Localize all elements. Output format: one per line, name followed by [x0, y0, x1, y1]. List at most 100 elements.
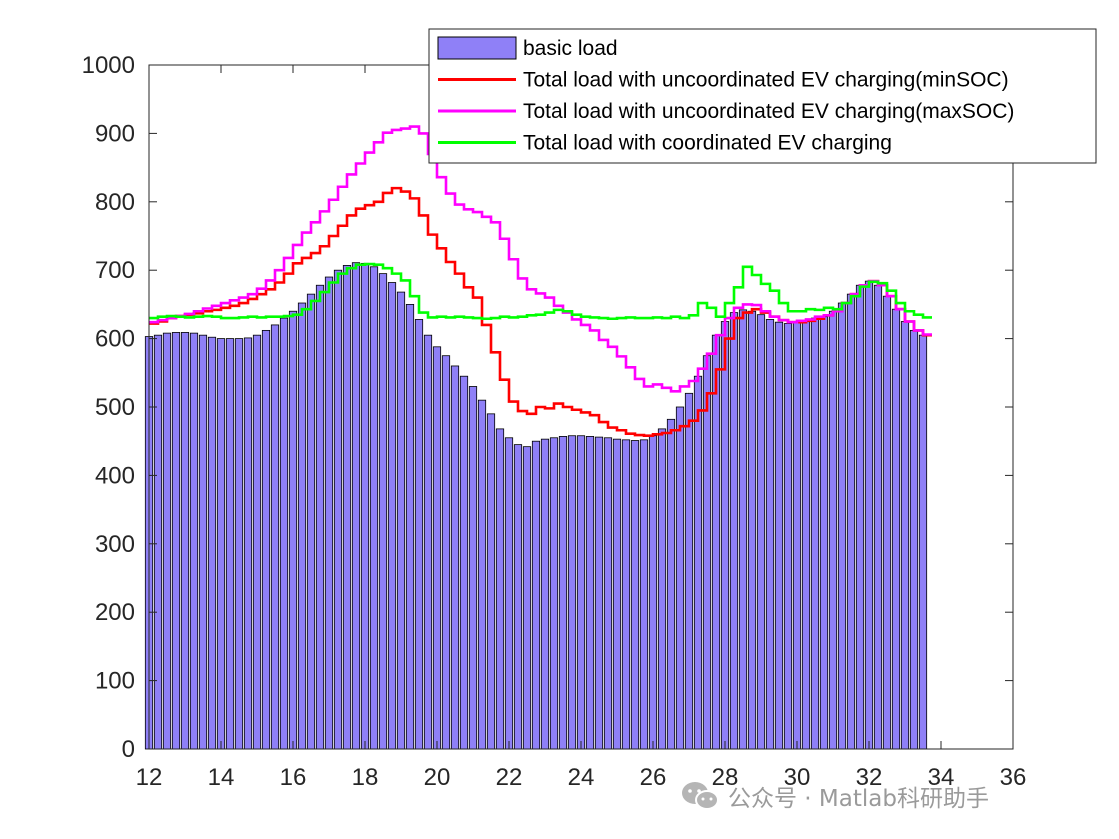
- basic-load-bar: [828, 310, 838, 750]
- basic-load-bar: [234, 338, 244, 750]
- basic-load-bar: [810, 317, 820, 750]
- basic-load-bar: [396, 291, 406, 750]
- basic-load-bar: [873, 284, 883, 750]
- basic-load-bar: [882, 295, 892, 750]
- basic-load-bar: [909, 329, 919, 750]
- basic-load-bar: [153, 334, 163, 750]
- legend-label: Total load with uncoordinated EV chargin…: [523, 69, 1009, 92]
- basic-load-bar: [468, 386, 478, 750]
- y-tick-label: 600: [95, 326, 135, 353]
- coordinated-line: [149, 262, 932, 321]
- basic-load-bar: [675, 406, 685, 750]
- basic-load-bar: [666, 418, 676, 750]
- x-tick-label: 18: [352, 764, 379, 791]
- basic-load-bar: [270, 324, 280, 750]
- basic-load-bar: [720, 321, 730, 750]
- y-tick-label: 0: [122, 736, 135, 763]
- basic-load-bar: [306, 293, 316, 750]
- basic-load-bar: [441, 355, 451, 750]
- watermark: 公众号 · Matlab科研助手: [680, 778, 989, 814]
- basic-load-bar: [522, 446, 532, 750]
- basic-load-bar: [495, 428, 505, 750]
- basic-load-bar: [162, 332, 172, 750]
- basic-load-bar: [423, 334, 433, 750]
- basic-load-bar: [459, 375, 469, 750]
- y-tick-label: 300: [95, 531, 135, 558]
- x-tick-label: 24: [568, 764, 595, 791]
- watermark-text: 公众号 · Matlab科研助手: [728, 786, 989, 812]
- basic-load-bar: [855, 284, 865, 750]
- y-tick-label: 200: [95, 599, 135, 626]
- basic-load-bar: [450, 365, 460, 750]
- basic-load-bar: [819, 316, 829, 750]
- x-tick-label: 30: [784, 764, 811, 791]
- basic-load-bar: [639, 439, 649, 750]
- basic-load-bar: [792, 321, 802, 750]
- basic-load-bar: [891, 308, 901, 750]
- legend-label: Total load with coordinated EV charging: [523, 132, 892, 155]
- basic-load-bar: [180, 332, 190, 750]
- basic-load-bar: [342, 265, 352, 750]
- basic-load-bar: [198, 334, 208, 750]
- basic-load-bar: [432, 346, 442, 750]
- y-tick-label: 900: [95, 120, 135, 147]
- x-tick-label: 36: [1000, 764, 1027, 791]
- basic-load-bar: [207, 336, 217, 750]
- basic-load-bar: [585, 436, 595, 750]
- basic-load-bar: [243, 337, 253, 750]
- legend-swatch-bar: [437, 36, 517, 60]
- basic-load-bar: [558, 436, 568, 750]
- basic-load-bar: [414, 319, 424, 750]
- basic-load-bar: [540, 438, 550, 750]
- series-lines: [149, 125, 932, 438]
- x-tick-label: 12: [136, 764, 163, 791]
- basic-load-bar: [711, 334, 721, 750]
- basic-load-bar: [261, 329, 271, 750]
- basic-load-bar: [504, 437, 514, 750]
- basic-load-bar: [621, 439, 631, 750]
- basic-load-bar: [387, 282, 397, 750]
- x-tick-label: 34: [928, 764, 955, 791]
- x-tick-label: 14: [208, 764, 235, 791]
- basic-load-bar: [225, 338, 235, 750]
- basic-load-bar: [360, 262, 370, 750]
- basic-load-bar: [837, 302, 847, 750]
- minsoc-line: [149, 186, 932, 438]
- basic-load-bar: [279, 317, 289, 750]
- basic-load-bar: [918, 334, 928, 750]
- basic-load-bars: [144, 262, 928, 750]
- legend-label: Total load with uncoordinated EV chargin…: [523, 100, 1014, 123]
- basic-load-bar: [783, 323, 793, 750]
- basic-load-bar: [513, 444, 523, 750]
- basic-load-bar: [738, 309, 748, 750]
- basic-load-bar: [549, 437, 559, 750]
- basic-load-bar: [189, 332, 199, 750]
- basic-load-bar: [648, 435, 658, 750]
- basic-load-bar: [603, 437, 613, 750]
- basic-load-bar: [369, 266, 379, 750]
- basic-load-bar: [486, 413, 496, 750]
- basic-load-bar: [801, 320, 811, 750]
- legend: basic load Total load with uncoordinated …: [428, 28, 1097, 164]
- x-tick-label: 26: [640, 764, 667, 791]
- y-tick-label: 400: [95, 462, 135, 489]
- basic-load-bar: [612, 438, 622, 750]
- basic-load-bar: [171, 332, 181, 750]
- basic-load-bar: [567, 435, 577, 750]
- basic-load-bar: [846, 293, 856, 750]
- basic-load-bar: [288, 310, 298, 750]
- basic-load-bar: [315, 284, 325, 750]
- y-tick-label: 700: [95, 257, 135, 284]
- wechat-icon: [682, 782, 719, 810]
- maxsoc-line: [149, 125, 932, 393]
- basic-load-bar: [216, 338, 226, 750]
- basic-load-bar: [729, 312, 739, 750]
- basic-load-bar: [252, 334, 262, 750]
- basic-load-bar: [765, 319, 775, 750]
- basic-load-bar: [351, 262, 361, 750]
- x-tick-label: 28: [712, 764, 739, 791]
- y-tick-label: 500: [95, 394, 135, 421]
- y-tick-label: 1000: [82, 52, 135, 79]
- x-tick-label: 32: [856, 764, 883, 791]
- basic-load-bar: [324, 276, 334, 750]
